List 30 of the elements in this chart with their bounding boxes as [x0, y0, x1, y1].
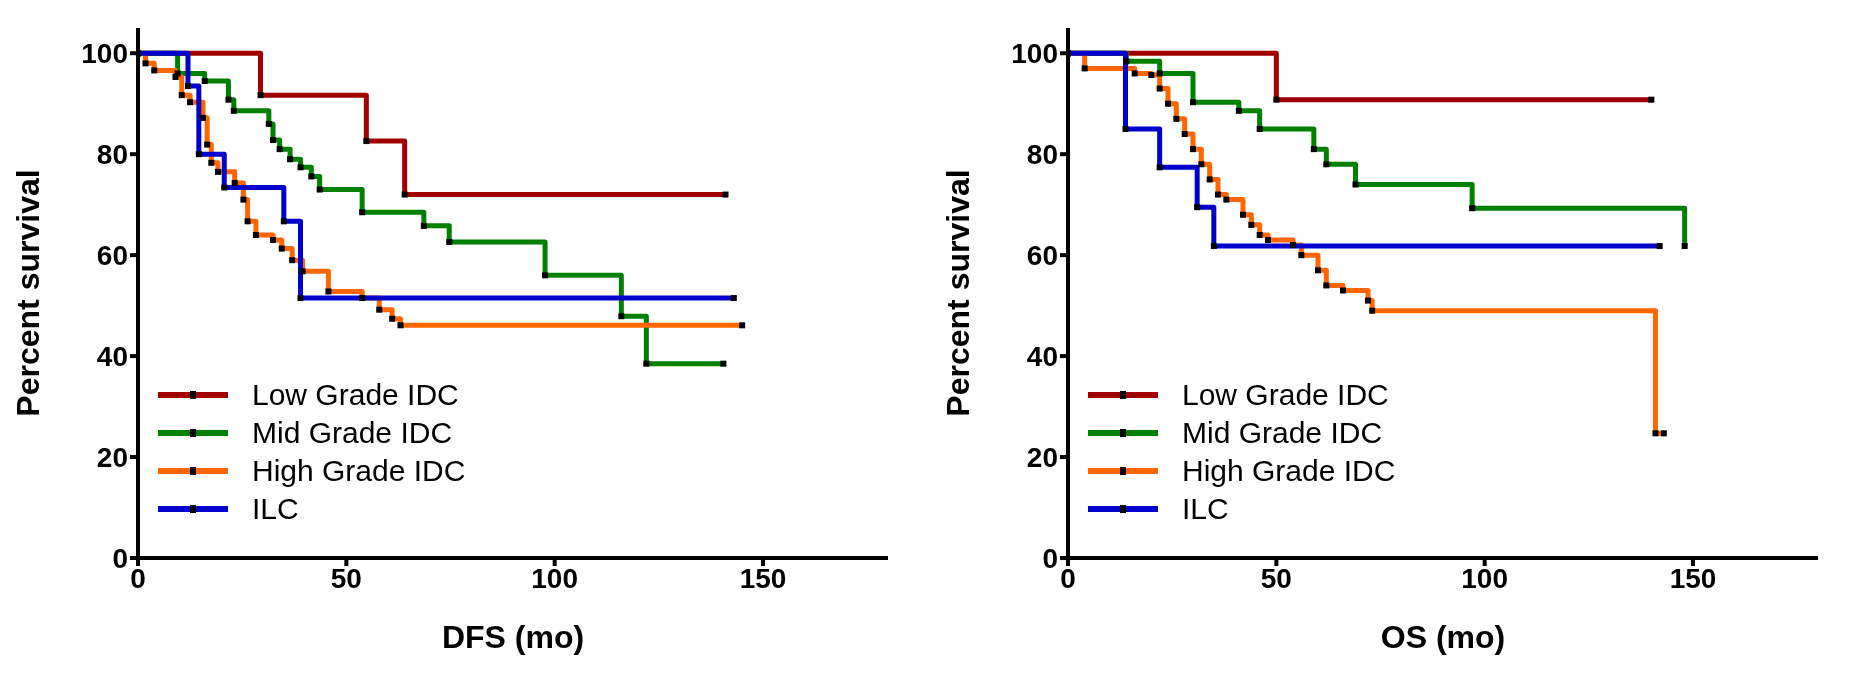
- y-tick-label: 60: [96, 240, 128, 272]
- y-axis-title: Percent survival: [10, 169, 47, 417]
- y-tick-label: 0: [1042, 542, 1058, 574]
- x-axis-title: DFS (mo): [441, 619, 585, 655]
- legend-label: Low Grade IDC: [1182, 377, 1389, 413]
- x-tick-label: 50: [330, 562, 362, 594]
- x-axis-title: OS (mo): [1380, 619, 1506, 655]
- legend-label: ILC: [252, 491, 299, 527]
- legend-label: ILC: [1182, 491, 1229, 527]
- y-tick-label: 0: [112, 542, 128, 574]
- y-tick-label: 40: [96, 341, 128, 373]
- legend-label: High Grade IDC: [1182, 453, 1396, 489]
- y-tick-label: 80: [1026, 139, 1058, 171]
- y-tick-label: 80: [96, 139, 128, 171]
- x-tick-label: 50: [1260, 562, 1292, 594]
- x-tick-label: 100: [1461, 562, 1509, 594]
- y-tick-label: 100: [1011, 38, 1058, 70]
- y-tick-label: 20: [96, 441, 128, 473]
- legend-label: Mid Grade IDC: [1182, 415, 1383, 451]
- x-tick-label: 150: [1669, 562, 1717, 594]
- x-tick-label: 150: [739, 562, 787, 594]
- y-tick-label: 20: [1026, 441, 1058, 473]
- y-tick-label: 100: [81, 38, 128, 70]
- legend-label: Mid Grade IDC: [252, 415, 453, 451]
- y-tick-label: 60: [1026, 240, 1058, 272]
- y-axis-title: Percent survival: [940, 169, 977, 417]
- legend-label: Low Grade IDC: [252, 377, 459, 413]
- legend-label: High Grade IDC: [252, 453, 466, 489]
- y-tick-label: 40: [1026, 341, 1058, 373]
- x-tick-label: 100: [531, 562, 579, 594]
